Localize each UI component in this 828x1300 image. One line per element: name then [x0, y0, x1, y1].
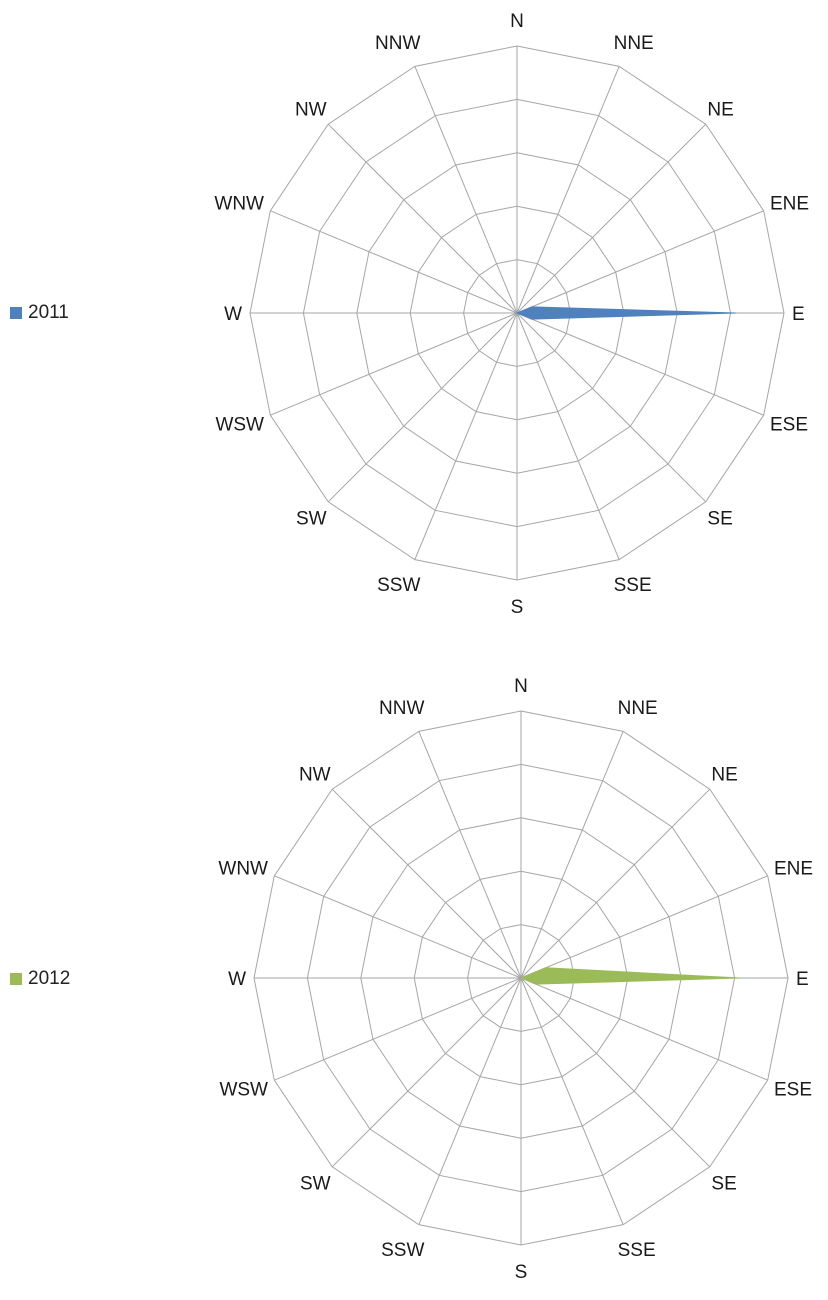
direction-label-wnw: WNW — [214, 193, 264, 214]
spoke-sse — [516, 312, 620, 560]
direction-label-ene: ENE — [770, 193, 809, 214]
direction-label-sse: SSE — [618, 1240, 656, 1261]
direction-label-n: N — [510, 11, 524, 32]
spoke-nnw — [414, 66, 518, 314]
direction-label-nnw: NNW — [379, 698, 424, 719]
direction-label-e: E — [792, 304, 805, 325]
direction-label-nw: NW — [295, 100, 327, 121]
direction-label-ssw: SSW — [377, 575, 420, 596]
direction-label-ne: NE — [707, 100, 733, 121]
legend-swatch — [10, 307, 22, 319]
direction-label-n: N — [514, 676, 528, 697]
direction-label-nnw: NNW — [375, 33, 420, 54]
spoke-nw — [327, 123, 518, 314]
spoke-nne — [516, 66, 620, 314]
direction-label-ene: ENE — [774, 858, 813, 879]
direction-label-nne: NNE — [614, 33, 654, 54]
spoke-ssw — [414, 312, 518, 560]
legend: 2012 — [10, 968, 70, 990]
spoke-se — [520, 977, 711, 1168]
radar-plot: N NNE NE ENE E ESE SE SSE S SSW SW WSW W WNW NW NNW — [214, 11, 809, 618]
direction-label-nne: NNE — [618, 698, 658, 719]
spoke-ene — [516, 210, 764, 314]
direction-label-wnw: WNW — [218, 858, 268, 879]
direction-label-se: SE — [707, 508, 732, 529]
radar-chart-2012: 2012 N NNE NE ENE E ESE SE SSE S SSW SW WSW W WNW NW NN… — [0, 660, 828, 1300]
direction-label-ese: ESE — [774, 1080, 812, 1101]
legend-label: 2012 — [28, 968, 71, 989]
spoke-nnw — [418, 731, 522, 979]
series-area-2011 — [515, 306, 736, 320]
spoke-ene — [520, 875, 768, 979]
spoke-wnw — [274, 875, 522, 979]
direction-label-e: E — [796, 969, 809, 990]
direction-label-sse: SSE — [614, 575, 652, 596]
spoke-nw — [331, 788, 522, 979]
spoke-ne — [520, 788, 711, 979]
direction-label-ne: NE — [711, 765, 737, 786]
direction-label-s: S — [511, 597, 524, 618]
direction-label-w: W — [228, 969, 246, 990]
direction-label-wsw: WSW — [219, 1080, 268, 1101]
direction-label-s: S — [515, 1262, 528, 1283]
direction-label-wsw: WSW — [215, 415, 264, 436]
direction-label-nw: NW — [299, 765, 331, 786]
spoke-ssw — [418, 977, 522, 1225]
radar-plot: N NNE NE ENE E ESE SE SSE S SSW SW WSW W WNW NW NNW — [218, 676, 813, 1283]
spoke-ese — [516, 312, 764, 416]
direction-label-se: SE — [711, 1173, 736, 1194]
spoke-nne — [520, 731, 624, 979]
radar-chart-2011: 2011 N NNE NE ENE E ESE SE SSE S SSW SW WSW W WNW NW NN… — [0, 0, 828, 640]
direction-label-sw: SW — [300, 1173, 331, 1194]
direction-label-w: W — [224, 304, 242, 325]
direction-label-ssw: SSW — [381, 1240, 424, 1261]
spoke-sse — [520, 977, 624, 1225]
spoke-sw — [331, 977, 522, 1168]
series-area-2012 — [519, 967, 740, 985]
spoke-ese — [520, 977, 768, 1081]
spoke-sw — [327, 312, 518, 503]
legend: 2011 — [10, 302, 69, 324]
spoke-wsw — [270, 312, 518, 416]
spoke-se — [516, 312, 707, 503]
legend-label: 2011 — [28, 302, 69, 323]
spoke-wsw — [274, 977, 522, 1081]
spoke-ne — [516, 123, 707, 314]
direction-label-ese: ESE — [770, 415, 808, 436]
spoke-wnw — [270, 210, 518, 314]
direction-label-sw: SW — [296, 508, 327, 529]
legend-swatch — [10, 973, 22, 985]
